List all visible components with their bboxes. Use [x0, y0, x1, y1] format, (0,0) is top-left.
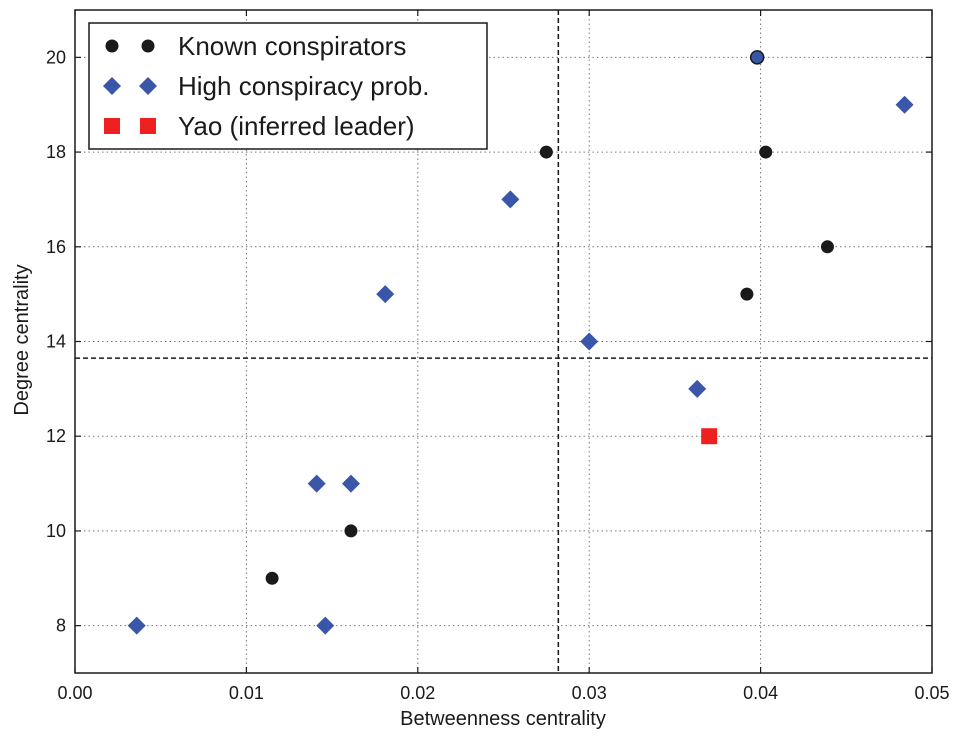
high-conspiracy-point: [307, 474, 326, 493]
known-conspirator-point: [539, 145, 553, 159]
data-points: [127, 50, 914, 635]
legend-label: High conspiracy prob.: [178, 71, 429, 101]
known-conspirator-point: [759, 145, 773, 159]
x-tick-label: 0.02: [400, 683, 435, 703]
x-tick-label: 0.01: [229, 683, 264, 703]
high-conspiracy-point: [501, 190, 520, 209]
y-tick-label: 12: [46, 426, 66, 446]
legend-marker: [105, 39, 119, 53]
highlighted-point: [749, 50, 765, 65]
high-conspiracy-point: [895, 95, 914, 114]
y-tick-label: 8: [56, 616, 66, 636]
high-conspiracy-point: [688, 379, 707, 398]
legend-marker: [139, 77, 157, 95]
high-conspiracy-point: [580, 332, 599, 351]
yao-leader-point: [701, 428, 718, 445]
y-tick-label: 14: [46, 332, 66, 352]
x-tick-label: 0.04: [743, 683, 778, 703]
legend-marker: [141, 39, 155, 53]
axis-ticks: 0.00 0.01 0.02 0.03 0.04 0.05 8 10 12 14 16 18 20: [46, 10, 950, 703]
y-tick-label: 10: [46, 521, 66, 541]
high-conspiracy-point: [341, 474, 360, 493]
legend-marker: [140, 118, 156, 134]
legend-label: Known conspirators: [178, 31, 406, 61]
legend-marker: [103, 77, 121, 95]
x-tick-label: 0.05: [914, 683, 949, 703]
x-axis-label: Betweenness centrality: [400, 708, 606, 730]
known-conspirator-point: [820, 240, 834, 254]
legend: Known conspirators High conspiracy prob. Y…: [88, 22, 488, 150]
x-tick-label: 0.03: [572, 683, 607, 703]
legend-marker: [104, 118, 120, 134]
grid-layer: [75, 10, 932, 673]
y-axis-label: Degree centrality: [11, 264, 33, 415]
known-conspirator-point: [740, 287, 754, 301]
y-tick-label: 18: [46, 142, 66, 162]
y-tick-label: 16: [46, 237, 66, 257]
high-conspiracy-point: [127, 616, 146, 635]
high-conspiracy-point: [376, 285, 395, 304]
y-tick-label: 20: [46, 47, 66, 67]
known-conspirator-point: [265, 571, 279, 585]
legend-label: Yao (inferred leader): [178, 111, 415, 141]
x-tick-label: 0.00: [57, 683, 92, 703]
high-conspiracy-point: [316, 616, 335, 635]
known-conspirator-point: [344, 524, 358, 538]
reference-lines: [75, 10, 932, 673]
